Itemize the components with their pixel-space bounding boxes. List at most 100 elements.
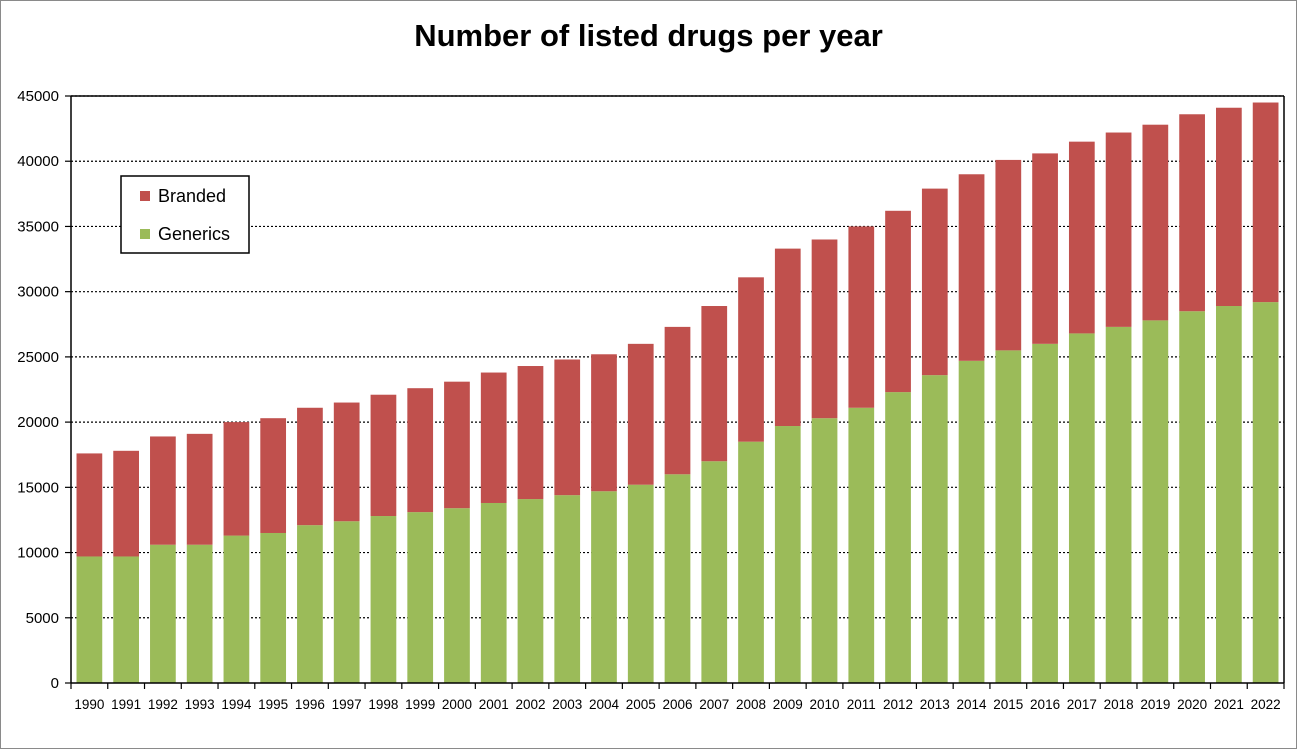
y-tick-labels: 0 5000 10000 15000 20000 25000 30000 35000 40000… — [17, 88, 59, 692]
y-tick-label: 35000 — [17, 218, 59, 235]
x-tick-label: 2013 — [920, 697, 950, 712]
x-tick-label: 2021 — [1214, 697, 1244, 712]
axes — [65, 95, 1285, 689]
bar-generics-2022 — [1252, 302, 1279, 683]
bar-branded-2008 — [738, 277, 764, 442]
bar-branded-2022 — [1252, 102, 1279, 303]
x-tick-labels: 1990 1991 1992 1993 1994 1995 1996 1997 1998 1999… — [74, 697, 1280, 712]
x-tick-label: 2000 — [442, 697, 472, 712]
chart-title: Number of listed drugs per year — [414, 18, 883, 53]
bar-generics-1996 — [297, 525, 323, 683]
x-tick-label: 2009 — [773, 697, 803, 712]
bar-branded-2006 — [664, 326, 691, 475]
bar-generics-2006 — [664, 474, 691, 683]
bar-branded-1990 — [76, 453, 103, 557]
bar-branded-2021 — [1215, 107, 1242, 307]
bar-branded-1995 — [260, 418, 287, 533]
bar-generics-2014 — [958, 360, 985, 683]
x-tick-label: 1998 — [368, 697, 398, 712]
bar-branded-2012 — [885, 210, 911, 393]
x-tick-label: 2016 — [1030, 697, 1060, 712]
bar-generics-2017 — [1068, 333, 1095, 683]
bar-branded-2019 — [1142, 124, 1169, 321]
x-tick-label: 1999 — [405, 697, 435, 712]
bar-generics-2001 — [480, 502, 507, 683]
legend-swatch-branded — [140, 191, 150, 201]
bar-generics-1999 — [407, 512, 434, 683]
bar-generics-2005 — [627, 484, 654, 683]
bar-branded-2014 — [958, 174, 985, 361]
bar-generics-1998 — [370, 516, 397, 683]
legend-box — [120, 175, 250, 254]
x-tick-label: 2010 — [810, 697, 840, 712]
bar-generics-2003 — [554, 495, 581, 683]
y-tick-label: 20000 — [17, 414, 59, 431]
x-tick-label: 2002 — [515, 697, 545, 712]
x-tick-label: 2004 — [589, 697, 620, 712]
x-tick-label: 1992 — [148, 697, 178, 712]
y-tick-label: 25000 — [17, 349, 59, 366]
x-tick-label: 2018 — [1104, 697, 1134, 712]
legend-label-generics: Generics — [158, 224, 230, 244]
x-tick-label: 2003 — [552, 697, 582, 712]
bar-generics-1991 — [113, 556, 140, 683]
y-tick-label: 10000 — [17, 545, 59, 562]
bar-generics-2007 — [701, 461, 728, 683]
legend-swatch-generics — [140, 229, 150, 239]
x-tick-label: 2005 — [626, 697, 656, 712]
x-tick-label: 2015 — [993, 697, 1023, 712]
bar-generics-2000 — [444, 508, 470, 683]
x-tick-label: 2006 — [662, 697, 692, 712]
bar-branded-2010 — [811, 239, 838, 419]
bar-generics-2020 — [1179, 311, 1205, 683]
bar-branded-2004 — [591, 354, 617, 492]
x-tick-label: 1991 — [111, 697, 141, 712]
bar-generics-2008 — [738, 441, 764, 683]
x-tick-label: 2014 — [957, 697, 988, 712]
x-tick-label: 2022 — [1251, 697, 1281, 712]
x-tick-label: 1994 — [221, 697, 252, 712]
bar-branded-2018 — [1105, 132, 1132, 327]
x-tick-label: 1997 — [332, 697, 362, 712]
bar-branded-2002 — [517, 366, 544, 500]
bar-generics-2019 — [1142, 320, 1169, 683]
bar-branded-1997 — [333, 402, 360, 522]
bar-branded-1993 — [186, 433, 213, 545]
bar-generics-2016 — [1032, 343, 1058, 683]
y-tick-label: 40000 — [17, 153, 59, 170]
bar-generics-1990 — [76, 556, 103, 683]
bar-branded-1991 — [113, 450, 140, 557]
bar-branded-2016 — [1032, 153, 1058, 344]
bar-branded-1996 — [297, 407, 323, 526]
bar-generics-2011 — [848, 407, 875, 683]
x-tick-label: 2011 — [847, 697, 876, 712]
x-tick-label: 2019 — [1140, 697, 1170, 712]
bar-branded-1994 — [223, 422, 250, 536]
bar-branded-1998 — [370, 394, 397, 517]
x-tick-label: 2008 — [736, 697, 766, 712]
x-tick-label: 2017 — [1067, 697, 1097, 712]
x-tick-label: 1990 — [74, 697, 104, 712]
x-tick-label: 1995 — [258, 697, 288, 712]
x-tick-label: 2007 — [699, 697, 729, 712]
bar-generics-2018 — [1105, 326, 1132, 683]
x-tick-label: 2001 — [479, 697, 509, 712]
bar-generics-2013 — [921, 375, 948, 683]
bar-generics-2002 — [517, 499, 544, 683]
bar-generics-2021 — [1215, 306, 1242, 683]
bar-branded-2017 — [1068, 141, 1095, 334]
bar-branded-1999 — [407, 388, 434, 513]
bar-branded-2007 — [701, 306, 728, 462]
bar-branded-2009 — [774, 248, 801, 427]
bar-branded-2003 — [554, 359, 581, 496]
bar-generics-2004 — [591, 491, 617, 683]
x-tick-label: 1996 — [295, 697, 325, 712]
bar-generics-2015 — [995, 350, 1022, 683]
bar-generics-2012 — [885, 392, 911, 683]
bar-generics-1995 — [260, 532, 287, 683]
x-tick-label: 1993 — [185, 697, 215, 712]
y-tick-label: 0 — [51, 675, 59, 692]
bar-branded-2011 — [848, 226, 875, 408]
y-tick-label: 30000 — [17, 284, 59, 301]
